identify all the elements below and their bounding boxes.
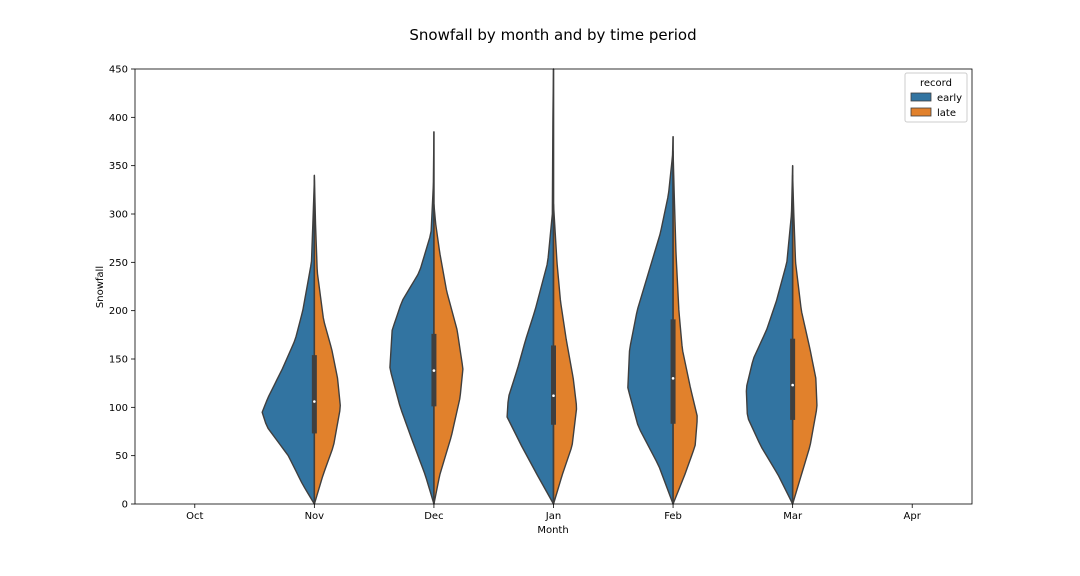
y-tick-label-250: 250 bbox=[109, 258, 128, 269]
iqr-box-nov bbox=[311, 355, 317, 434]
y-tick-label-0: 0 bbox=[122, 500, 128, 511]
iqr-box-feb bbox=[670, 319, 676, 424]
legend-label-late: late bbox=[937, 108, 956, 119]
x-tick-label-apr: Apr bbox=[904, 511, 922, 522]
median-dot-jan bbox=[552, 394, 555, 398]
x-axis-label: Month bbox=[537, 525, 568, 536]
violin-late-feb bbox=[672, 150, 698, 505]
y-tick-label-50: 50 bbox=[115, 451, 128, 462]
x-tick-label-feb: Feb bbox=[664, 511, 682, 522]
violin-late-dec bbox=[433, 203, 464, 505]
x-tick-label-nov: Nov bbox=[305, 511, 325, 522]
legend-title: record bbox=[920, 78, 952, 89]
legend-label-early: early bbox=[937, 93, 962, 104]
y-tick-label-450: 450 bbox=[109, 65, 128, 76]
iqr-box-mar bbox=[790, 338, 796, 420]
violin-early-feb bbox=[627, 135, 674, 505]
y-axis-label: Snowfall bbox=[95, 266, 106, 308]
chart-title: Snowfall by month and by time period bbox=[409, 26, 696, 44]
violin-late-mar bbox=[791, 174, 818, 505]
y-tick-label-350: 350 bbox=[109, 161, 128, 172]
violin-late-nov bbox=[313, 174, 341, 505]
violin-early-nov bbox=[261, 179, 316, 505]
violin-early-dec bbox=[389, 131, 435, 505]
x-tick-label-mar: Mar bbox=[783, 511, 803, 522]
x-tick-label-oct: Oct bbox=[186, 511, 203, 522]
y-tick-label-300: 300 bbox=[109, 210, 128, 221]
x-tick-label-jan: Jan bbox=[545, 511, 561, 522]
iqr-box-jan bbox=[551, 345, 556, 425]
legend: record early late bbox=[904, 72, 968, 123]
violin-late-jan bbox=[552, 203, 578, 505]
median-dot-nov bbox=[313, 400, 316, 403]
median-dot-mar bbox=[791, 383, 794, 387]
legend-swatch-late bbox=[910, 107, 932, 117]
y-tick-label-100: 100 bbox=[109, 403, 128, 414]
x-tick-label-dec: Dec bbox=[424, 511, 443, 522]
y-tick-label-200: 200 bbox=[109, 306, 128, 317]
median-dot-feb bbox=[671, 377, 675, 380]
plot-area: 0 50 100 150 200 250 300 350 400 450 Oct Nov Dec Jan F… bbox=[109, 65, 973, 522]
median-dot-dec bbox=[432, 369, 436, 372]
violin-early-mar bbox=[745, 164, 794, 505]
y-tick-label-400: 400 bbox=[109, 113, 128, 124]
violin-early-jan bbox=[506, 68, 555, 505]
legend-swatch-early bbox=[910, 92, 932, 102]
y-tick-label-150: 150 bbox=[109, 355, 128, 366]
